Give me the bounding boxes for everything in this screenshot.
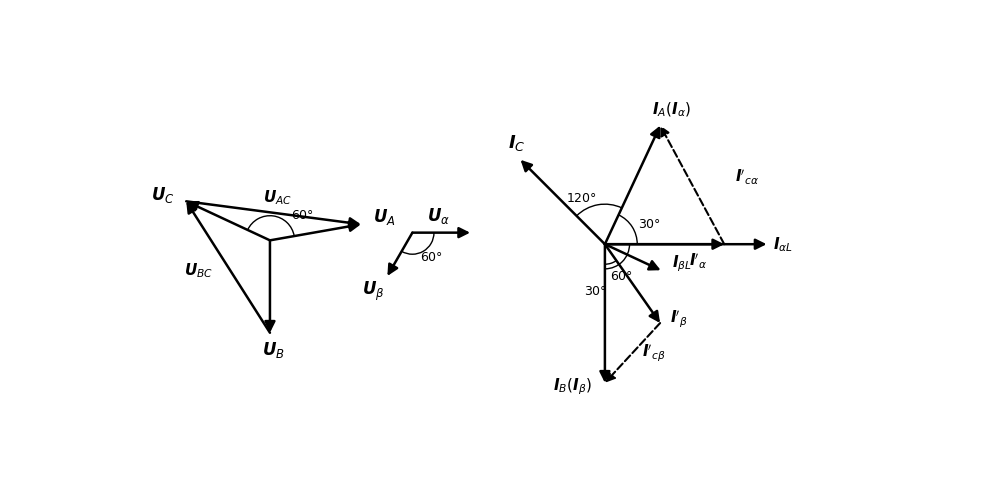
Text: $\boldsymbol{U}_{BC}$: $\boldsymbol{U}_{BC}$ [184, 261, 213, 280]
Text: $120°$: $120°$ [566, 192, 597, 204]
Text: $\boldsymbol{U}_{AC}$: $\boldsymbol{U}_{AC}$ [263, 188, 292, 207]
Text: $\boldsymbol{I}'_\alpha$: $\boldsymbol{I}'_\alpha$ [689, 251, 707, 271]
Text: $60°$: $60°$ [420, 251, 443, 264]
Text: $\boldsymbol{U}_A$: $\boldsymbol{U}_A$ [373, 206, 395, 227]
Text: $\boldsymbol{I}'_{c\alpha}$: $\boldsymbol{I}'_{c\alpha}$ [735, 167, 759, 187]
Text: $\boldsymbol{I}_{\beta L}$: $\boldsymbol{I}_{\beta L}$ [672, 254, 692, 274]
Text: $30°$: $30°$ [584, 286, 607, 298]
Text: $\boldsymbol{I}'_\beta$: $\boldsymbol{I}'_\beta$ [670, 308, 688, 330]
Text: $30°$: $30°$ [638, 218, 661, 232]
Text: $60°$: $60°$ [610, 270, 633, 283]
Text: $\boldsymbol{U}_\beta$: $\boldsymbol{U}_\beta$ [362, 280, 385, 303]
Text: $\boldsymbol{I}_C$: $\boldsymbol{I}_C$ [508, 133, 525, 153]
Text: $\boldsymbol{I}'_{c\beta}$: $\boldsymbol{I}'_{c\beta}$ [642, 343, 666, 363]
Text: $60°$: $60°$ [291, 209, 314, 222]
Text: $\boldsymbol{U}_\alpha$: $\boldsymbol{U}_\alpha$ [427, 206, 450, 226]
Text: $\boldsymbol{I}_A(\boldsymbol{I}_\alpha)$: $\boldsymbol{I}_A(\boldsymbol{I}_\alpha)… [652, 101, 691, 119]
Text: $\boldsymbol{U}_B$: $\boldsymbol{U}_B$ [262, 340, 285, 360]
Text: $\boldsymbol{I}_B(\boldsymbol{I}_\beta)$: $\boldsymbol{I}_B(\boldsymbol{I}_\beta)$ [553, 376, 592, 397]
Text: $\boldsymbol{U}_C$: $\boldsymbol{U}_C$ [151, 185, 175, 205]
Text: $\boldsymbol{I}_{\alpha L}$: $\boldsymbol{I}_{\alpha L}$ [773, 235, 794, 253]
